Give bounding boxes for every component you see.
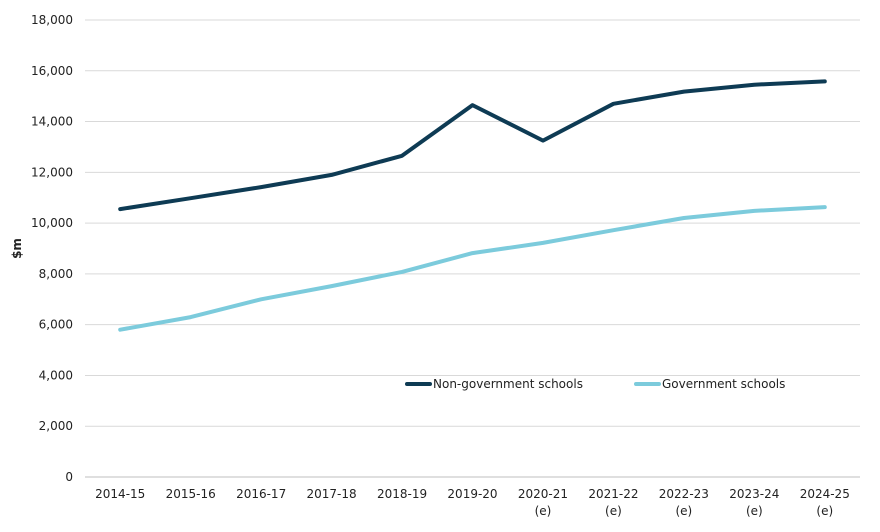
series-line-non-government-schools — [118, 79, 827, 212]
legend-label: Government schools — [662, 377, 785, 391]
y-tick-label: 14,000 — [31, 115, 73, 129]
x-tick-label: 2020-21 — [518, 487, 568, 501]
y-tick-label: 0 — [65, 470, 73, 484]
y-tick-label: 18,000 — [31, 13, 73, 27]
x-tick-label: 2019-20 — [447, 487, 497, 501]
x-tick-label: 2018-19 — [377, 487, 427, 501]
axes: 0 2,000 4,000 6,000 8,000 10,000 12,000 14,000 1… — [31, 13, 860, 518]
y-tick-label: 8,000 — [39, 267, 73, 281]
series-lines — [118, 79, 827, 332]
x-tick-label: 2014-15 — [95, 487, 145, 501]
y-tick-label: 2,000 — [39, 419, 73, 433]
x-tick-sublabel: (e) — [535, 504, 552, 518]
x-tick-label: 2021-22 — [588, 487, 638, 501]
y-tick-label: 6,000 — [39, 318, 73, 332]
x-tick-sublabel: (e) — [605, 504, 622, 518]
x-tick-label: 2015-16 — [166, 487, 216, 501]
x-tick-label: 2024-25 — [800, 487, 850, 501]
series-line-government-schools — [118, 205, 827, 332]
x-tick-sublabel: (e) — [816, 504, 833, 518]
x-tick-sublabel: (e) — [675, 504, 692, 518]
x-tick-label: 2022-23 — [659, 487, 709, 501]
y-tick-label: 12,000 — [31, 165, 73, 179]
x-tick-label: 2023-24 — [729, 487, 779, 501]
x-tick-sublabel: (e) — [746, 504, 763, 518]
legend-label: Non-government schools — [433, 377, 583, 391]
y-tick-label: 16,000 — [31, 64, 73, 78]
y-axis-label: $m — [10, 238, 24, 259]
x-tick-label: 2017-18 — [307, 487, 357, 501]
y-tick-label: 4,000 — [39, 368, 73, 382]
y-tick-label: 10,000 — [31, 216, 73, 230]
legend: Non-government schools Government schools — [405, 377, 785, 391]
gridlines — [85, 19, 860, 427]
x-tick-label: 2016-17 — [236, 487, 286, 501]
